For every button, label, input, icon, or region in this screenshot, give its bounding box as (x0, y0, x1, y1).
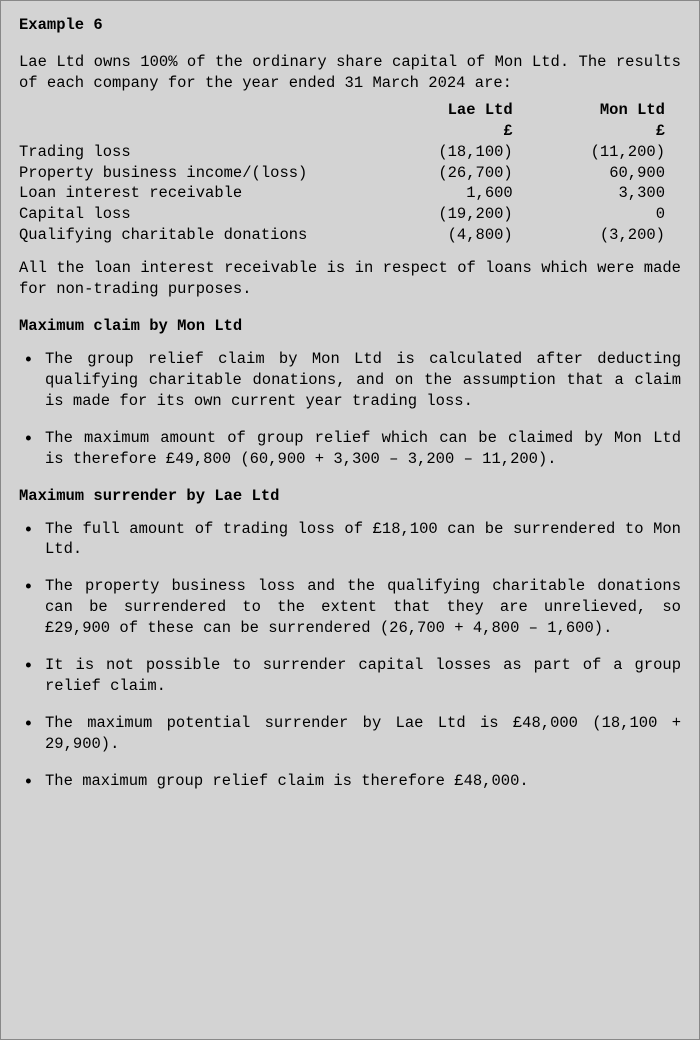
row-mon: (3,200) (529, 225, 681, 246)
row-lae: (19,200) (376, 204, 528, 225)
currency-mon: £ (529, 121, 681, 142)
row-mon: 0 (529, 204, 681, 225)
row-mon: 60,900 (529, 163, 681, 184)
col-header-mon: Mon Ltd (529, 100, 681, 121)
list-item: The group relief claim by Mon Ltd is cal… (19, 349, 681, 412)
table-row: Loan interest receivable 1,600 3,300 (19, 183, 681, 204)
list-item: The property business loss and the quali… (19, 576, 681, 639)
row-label: Property business income/(loss) (19, 163, 376, 184)
list-item: The maximum potential surrender by Lae L… (19, 713, 681, 755)
example-title: Example 6 (19, 15, 681, 36)
section1-list: The group relief claim by Mon Ltd is cal… (19, 349, 681, 470)
list-item: The full amount of trading loss of £18,1… (19, 519, 681, 561)
row-lae: (4,800) (376, 225, 528, 246)
row-label: Loan interest receivable (19, 183, 376, 204)
col-header-lae: Lae Ltd (376, 100, 528, 121)
row-lae: (26,700) (376, 163, 528, 184)
note-paragraph: All the loan interest receivable is in r… (19, 258, 681, 300)
section-heading-mon: Maximum claim by Mon Ltd (19, 316, 681, 337)
row-lae: 1,600 (376, 183, 528, 204)
list-item: The maximum amount of group relief which… (19, 428, 681, 470)
table-row: Property business income/(loss) (26,700)… (19, 163, 681, 184)
row-label: Qualifying charitable donations (19, 225, 376, 246)
row-label: Trading loss (19, 142, 376, 163)
table-row: Capital loss (19,200) 0 (19, 204, 681, 225)
row-mon: (11,200) (529, 142, 681, 163)
table-row: Qualifying charitable donations (4,800) … (19, 225, 681, 246)
list-item: The maximum group relief claim is theref… (19, 771, 681, 792)
section-heading-lae: Maximum surrender by Lae Ltd (19, 486, 681, 507)
section2-list: The full amount of trading loss of £18,1… (19, 519, 681, 792)
row-lae: (18,100) (376, 142, 528, 163)
row-mon: 3,300 (529, 183, 681, 204)
intro-paragraph: Lae Ltd owns 100% of the ordinary share … (19, 52, 681, 94)
table-row: Trading loss (18,100) (11,200) (19, 142, 681, 163)
results-table: Lae Ltd Mon Ltd £ £ Trading loss (18,100… (19, 100, 681, 246)
currency-lae: £ (376, 121, 528, 142)
row-label: Capital loss (19, 204, 376, 225)
list-item: It is not possible to surrender capital … (19, 655, 681, 697)
